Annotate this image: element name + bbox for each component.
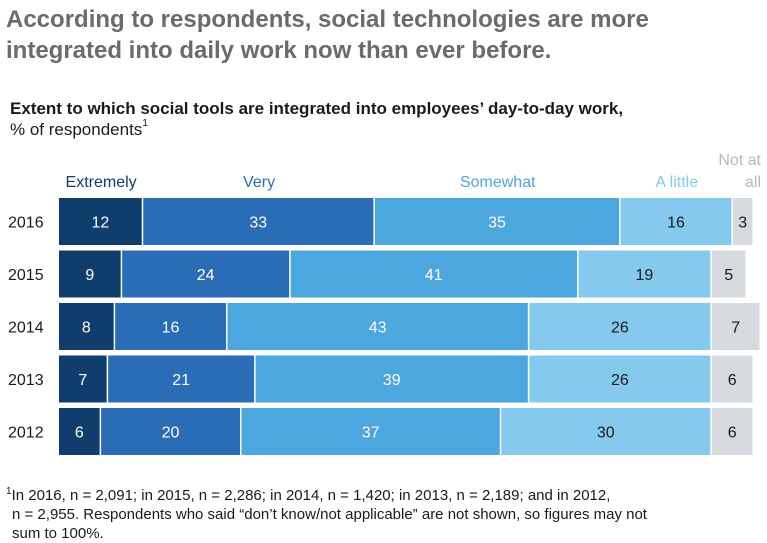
data-label-2015-4: 5 — [724, 267, 733, 284]
data-label-2015-3: 19 — [636, 267, 654, 284]
headline: According to respondents, social technol… — [6, 4, 761, 66]
bar-2016-1 — [143, 198, 374, 245]
legend-label-3: A little — [655, 174, 698, 191]
bar-2014-2 — [227, 303, 528, 350]
bar-2013-3 — [529, 355, 711, 403]
data-label-2012-3: 30 — [597, 425, 615, 442]
data-label-2012-0: 6 — [75, 425, 84, 442]
bar-2012-2 — [241, 408, 500, 455]
footnote-line-3: sum to 100%. — [12, 525, 104, 542]
chart-unit: % of respondents1 — [10, 118, 148, 140]
bar-2014-0 — [59, 303, 114, 350]
legend-label-4-line-2: all — [745, 174, 761, 191]
headline-line-1: According to respondents, social technol… — [6, 6, 649, 33]
bar-2015-3 — [578, 250, 711, 298]
data-label-2013-2: 39 — [383, 372, 401, 389]
footnote-marker: 1 — [6, 486, 12, 497]
bar-2012-0 — [59, 408, 100, 455]
bar-2015-0 — [59, 250, 121, 298]
bar-2012-1 — [101, 408, 241, 455]
bar-2013-1 — [108, 355, 255, 403]
data-label-2014-2: 43 — [369, 320, 387, 337]
data-label-2014-3: 26 — [611, 320, 629, 337]
bar-2013-0 — [59, 355, 107, 403]
bar-2016-0 — [59, 198, 142, 245]
data-label-2016-1: 33 — [249, 215, 267, 232]
data-label-2013-4: 6 — [728, 372, 737, 389]
data-label-2016-0: 12 — [91, 215, 109, 232]
bar-2016-2 — [374, 198, 620, 245]
data-label-2013-1: 21 — [172, 372, 190, 389]
category-label-2014: 2014 — [8, 320, 44, 337]
legend-label-2: Somewhat — [460, 174, 536, 191]
data-label-2014-4: 7 — [731, 320, 740, 337]
bar-2016-3 — [620, 198, 732, 245]
bar-2015-4 — [711, 250, 746, 298]
stacked-bar-chart: Extremely Very Somewhat A little Not at all 20… — [8, 152, 762, 455]
category-label-2012: 2012 — [8, 425, 44, 442]
data-label-2016-4: 3 — [738, 215, 747, 232]
bar-2015-1 — [122, 250, 290, 298]
bar-2014-3 — [529, 303, 711, 350]
chart-subtitle: Extent to which social tools are integra… — [10, 99, 624, 118]
legend-label-0: Extremely — [66, 174, 137, 191]
legend-label-4-line-1: Not at — [718, 152, 761, 169]
data-label-2016-2: 35 — [488, 215, 506, 232]
data-label-2016-3: 16 — [667, 215, 685, 232]
unit-note-marker: 1 — [142, 118, 148, 130]
footnote-line-1: 1In 2016, n = 2,091; in 2015, n = 2,286;… — [6, 482, 761, 505]
data-label-2013-3: 26 — [611, 372, 629, 389]
category-label-2016: 2016 — [8, 215, 44, 232]
bar-2012-4 — [711, 408, 753, 455]
data-label-2015-1: 24 — [197, 267, 215, 284]
category-label-2015: 2015 — [8, 267, 44, 284]
bar-2013-4 — [711, 355, 753, 403]
data-label-2014-0: 8 — [82, 320, 91, 337]
data-label-2013-0: 7 — [78, 372, 87, 389]
legend-label-1: Very — [243, 174, 275, 191]
bar-2014-1 — [115, 303, 226, 350]
bar-2015-2 — [290, 250, 577, 298]
data-label-2015-0: 9 — [85, 267, 94, 284]
data-label-2012-1: 20 — [162, 425, 180, 442]
footnote-text-1: In 2016, n = 2,091; in 2015, n = 2,286; … — [11, 487, 611, 504]
headline-line-2: integrated into daily work now than ever… — [6, 37, 552, 64]
data-label-2012-4: 6 — [728, 425, 737, 442]
bar-2016-4 — [732, 198, 753, 245]
bar-2012-3 — [501, 408, 711, 455]
data-label-2012-2: 37 — [362, 425, 380, 442]
bar-2013-2 — [255, 355, 528, 403]
data-label-2015-2: 41 — [425, 267, 443, 284]
data-label-2014-1: 16 — [162, 320, 180, 337]
bar-2014-4 — [711, 303, 760, 350]
footnote-line-2: n = 2,955. Respondents who said “don’t k… — [12, 506, 647, 523]
unit-text: % of respondents — [10, 120, 143, 139]
footnote: 1In 2016, n = 2,091; in 2015, n = 2,286;… — [6, 482, 761, 543]
category-label-2013: 2013 — [8, 372, 44, 389]
